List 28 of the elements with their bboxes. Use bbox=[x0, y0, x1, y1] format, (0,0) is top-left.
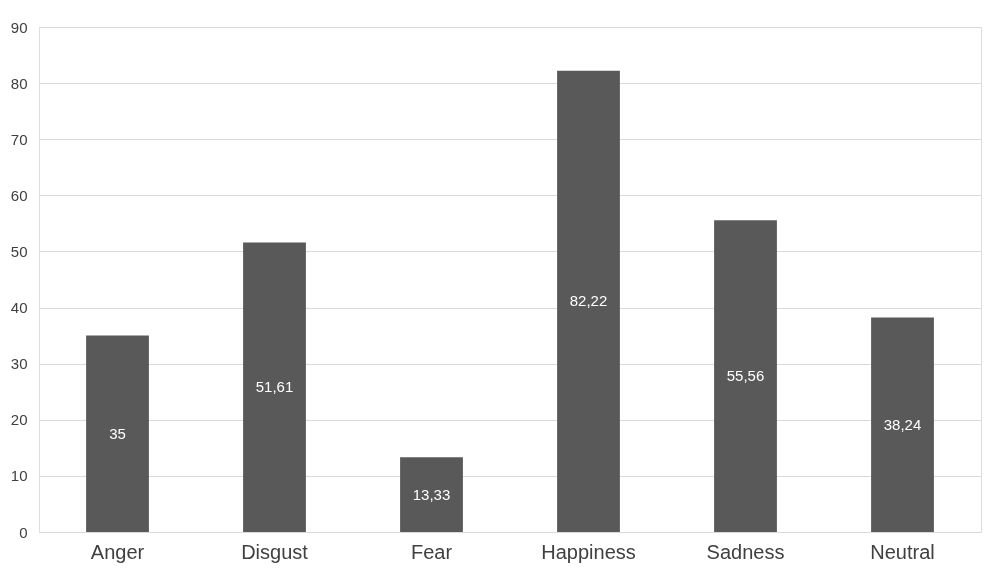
data-label: 82,22 bbox=[569, 292, 608, 310]
y-tick-label: 50 bbox=[10, 242, 28, 260]
bar bbox=[557, 70, 620, 532]
bar bbox=[86, 335, 149, 532]
bar bbox=[243, 242, 306, 532]
bar bbox=[400, 457, 463, 532]
data-label: 55,56 bbox=[726, 367, 765, 385]
y-tick-label: 90 bbox=[10, 18, 28, 36]
y-tick-label: 20 bbox=[10, 411, 28, 429]
x-tick-label: Neutral bbox=[870, 540, 935, 563]
x-tick-label: Happiness bbox=[541, 540, 636, 563]
y-tick-label: 0 bbox=[19, 523, 28, 541]
y-tick-label: 30 bbox=[10, 355, 28, 373]
y-tick-label: 80 bbox=[10, 74, 28, 92]
x-tick-label: Sadness bbox=[706, 540, 785, 563]
y-tick-label: 70 bbox=[10, 130, 28, 148]
bar bbox=[871, 317, 934, 532]
bar bbox=[714, 220, 777, 532]
data-label: 51,61 bbox=[255, 378, 294, 396]
x-tick-label: Disgust bbox=[241, 540, 309, 563]
x-tick-label: Fear bbox=[410, 540, 453, 563]
data-label: 38,24 bbox=[883, 415, 922, 433]
data-label: 13,33 bbox=[412, 485, 451, 503]
x-tick-label: Anger bbox=[90, 540, 145, 563]
y-tick-label: 40 bbox=[10, 299, 28, 317]
y-tick-label: 60 bbox=[10, 186, 28, 204]
y-tick-label: 10 bbox=[10, 467, 28, 485]
data-label: 35 bbox=[109, 424, 126, 442]
